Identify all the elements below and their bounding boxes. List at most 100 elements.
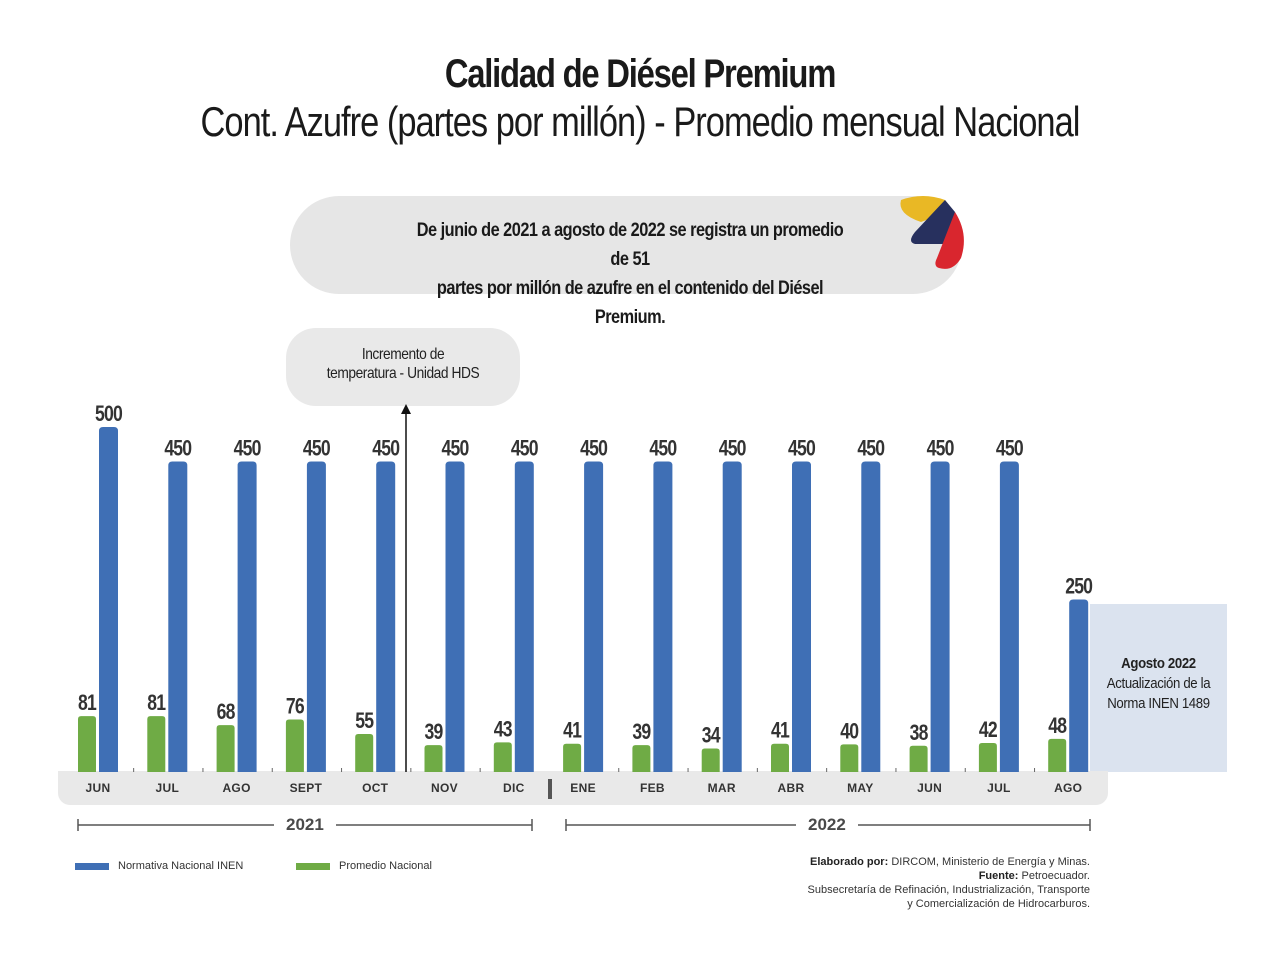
x-label-jul-13: JUL: [987, 781, 1011, 795]
label-inen-2: 450: [234, 437, 262, 461]
credits-fuente-label: Fuente:: [978, 870, 1019, 882]
year-label-2022: 2022: [796, 815, 858, 835]
x-label-dic-6: DIC: [503, 781, 525, 795]
x-label-feb-8: FEB: [639, 781, 665, 795]
label-promedio-5: 39: [425, 720, 444, 744]
credits-elaborado-value: DIRCOM, Ministerio de Energía y Minas.: [888, 856, 1090, 868]
logo-red-segment: [935, 212, 964, 269]
bar-promedio-dic-6: [493, 742, 512, 772]
bar-promedio-oct-4: [355, 734, 374, 772]
annotation-arrow-head: [401, 404, 411, 414]
label-promedio-11: 40: [840, 720, 859, 744]
legend-swatch-promedio: [296, 862, 330, 870]
x-label-ago-14: AGO: [1054, 781, 1083, 795]
norm-update-title: Agosto 2022: [1121, 655, 1196, 672]
credits-fuente: Fuente: Petroecuador.: [808, 869, 1090, 883]
logo-yellow-segment: [900, 196, 953, 222]
label-inen-0: 500: [95, 402, 123, 426]
bar-inen-feb-8: [653, 461, 673, 772]
credits-elaborado: Elaborado por: DIRCOM, Ministerio de Ene…: [808, 855, 1090, 869]
bar-inen-mar-9: [722, 461, 742, 772]
annotation-callout: Incremento de temperatura - Unidad HDS: [286, 328, 520, 406]
credits-line-4: y Comercialización de Hidrocarburos.: [907, 898, 1090, 910]
bar-promedio-sept-3: [285, 719, 304, 772]
label-promedio-8: 39: [632, 720, 651, 744]
norm-update-box: Agosto 2022 Actualización de la Norma IN…: [1090, 604, 1227, 772]
chart-title: Calidad de Diésel Premium: [444, 52, 837, 96]
bar-promedio-ene-7: [563, 743, 582, 772]
logo-navy-segment: [911, 200, 955, 244]
x-axis-band: [58, 771, 1108, 805]
x-label-abr-10: ABR: [777, 781, 805, 795]
bar-promedio-feb-8: [632, 745, 651, 772]
x-label-jun-0: JUN: [85, 781, 111, 795]
bar-inen-jun-0: [99, 427, 118, 772]
credits: Elaborado por: DIRCOM, Ministerio de Ene…: [808, 855, 1091, 911]
year-separator: [548, 779, 552, 799]
bar-inen-nov-5: [445, 461, 465, 772]
bar-inen-dic-6: [514, 461, 534, 772]
summary-text: De junio de 2021 a agosto de 2022 se reg…: [406, 216, 853, 332]
annotation-text: Incremento de temperatura - Unidad HDS: [302, 345, 503, 383]
x-label-oct-4: OCT: [362, 781, 389, 795]
label-inen-9: 450: [719, 437, 747, 461]
label-promedio-13: 42: [979, 718, 998, 742]
label-inen-13: 450: [996, 437, 1024, 461]
tick-marks-group: [133, 768, 1036, 772]
label-promedio-4: 55: [355, 709, 374, 733]
norm-update-line-1: Actualización de la: [1106, 675, 1211, 692]
label-inen-5: 450: [442, 437, 470, 461]
annotation-line-1: Incremento de: [361, 346, 445, 363]
label-promedio-2: 68: [217, 700, 236, 724]
bar-inen-jul-13: [999, 461, 1019, 772]
credits-elaborado-label: Elaborado por:: [810, 856, 889, 868]
label-inen-7: 450: [580, 437, 608, 461]
label-promedio-9: 34: [702, 724, 721, 748]
bar-promedio-jul-1: [147, 716, 166, 772]
bar-promedio-abr-10: [771, 743, 789, 772]
bar-inen-sept-3: [306, 461, 326, 772]
norm-update-line-2: Norma INEN 1489: [1107, 695, 1210, 712]
legend-label-inen: Normativa Nacional INEN: [118, 860, 244, 872]
summary-line-2: partes por millón de azufre en el conten…: [436, 278, 824, 328]
label-inen-12: 450: [927, 437, 955, 461]
label-promedio-6: 43: [494, 718, 513, 742]
label-promedio-1: 81: [147, 691, 166, 715]
label-inen-4: 450: [372, 437, 400, 461]
legend-swatch-inen: [75, 862, 109, 870]
bar-promedio-mar-9: [701, 748, 720, 772]
x-label-may-11: MAY: [847, 781, 874, 795]
x-label-mar-9: MAR: [707, 781, 736, 795]
bar-inen-jul-1: [168, 461, 188, 772]
label-promedio-7: 41: [563, 719, 582, 743]
bar-promedio-jun-12: [909, 745, 928, 772]
logo-icon: [900, 196, 964, 269]
x-label-jun-12: JUN: [917, 781, 943, 795]
bar-inen-oct-4: [376, 461, 396, 772]
annotation-line-2: temperatura - Unidad HDS: [326, 365, 480, 382]
x-label-ago-2: AGO: [222, 781, 251, 795]
summary-line-1: De junio de 2021 a agosto de 2022 se reg…: [416, 220, 844, 270]
bar-promedio-ago-2: [216, 725, 235, 772]
chart-subtitle: Cont. Azufre (partes por millón) - Prome…: [200, 98, 1081, 145]
legend-item-inen: Normativa Nacional INEN: [75, 860, 243, 872]
credits-fuente-value: Petroecuador.: [1018, 870, 1090, 882]
summary-callout: De junio de 2021 a agosto de 2022 se reg…: [290, 196, 962, 328]
credits-line-3: Subsecretaría de Refinación, Industriali…: [807, 884, 1091, 896]
label-promedio-0: 81: [78, 691, 97, 715]
label-promedio-3: 76: [286, 695, 305, 719]
bar-promedio-nov-5: [424, 745, 443, 772]
legend-label-promedio: Promedio Nacional: [339, 860, 432, 872]
label-inen-6: 450: [511, 437, 539, 461]
norm-update-text: Agosto 2022 Actualización de la Norma IN…: [1098, 654, 1219, 714]
bars-group: 81 500 81 450 68 450 76 450 55 450 39 450 43 450 41 450…: [78, 402, 1094, 772]
bar-promedio-may-11: [840, 744, 859, 772]
label-inen-11: 450: [857, 437, 885, 461]
bar-inen-may-11: [861, 461, 881, 772]
x-label-nov-5: NOV: [431, 781, 458, 795]
x-label-sept-3: SEPT: [289, 781, 323, 795]
bar-inen-abr-10: [792, 461, 811, 772]
bar-inen-ene-7: [584, 461, 604, 772]
bar-promedio-ago-14: [1048, 738, 1067, 772]
x-label-ene-7: ENE: [570, 781, 596, 795]
